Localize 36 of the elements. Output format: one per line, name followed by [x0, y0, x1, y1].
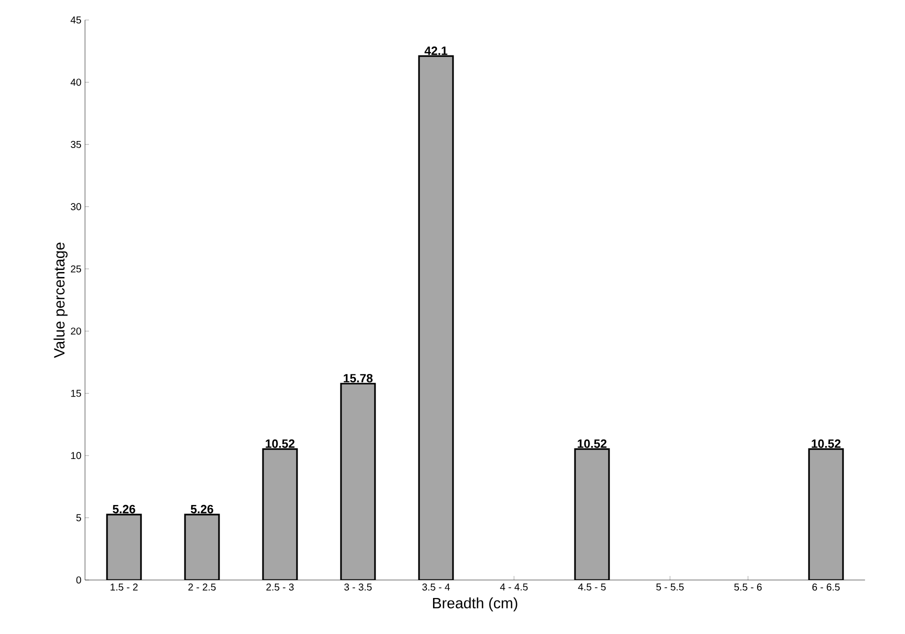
bar — [184, 514, 220, 580]
x-tick-label: 3.5 - 4 — [422, 584, 450, 591]
x-tick-label: 5.5 - 6 — [734, 584, 762, 591]
x-tick-label: 5 - 5.5 — [656, 584, 684, 590]
y-tick-label: 40 — [70, 78, 82, 86]
x-tick-label: 3 - 3.5 — [344, 584, 372, 591]
bar — [808, 448, 844, 580]
y-tick-label: 0 — [76, 576, 82, 584]
data-label: 10.52 — [266, 439, 294, 448]
data-label: 5.26 — [190, 504, 214, 514]
y-tick-label: 15 — [71, 390, 82, 397]
bar — [574, 448, 610, 580]
y-axis-title: Value percentage — [54, 242, 68, 358]
y-tick-label: 5 — [76, 514, 82, 522]
data-label: 5.26 — [112, 504, 136, 514]
data-label: 15.78 — [344, 374, 373, 382]
bar — [262, 448, 298, 580]
bar — [106, 514, 142, 580]
y-tick-label: 20 — [70, 328, 82, 335]
x-tick-label: 2.5 - 3 — [266, 584, 294, 591]
y-tick-label: 45 — [70, 16, 82, 24]
x-tick-label: 6 - 6.5 — [812, 584, 840, 591]
data-label: 42.1 — [424, 46, 448, 55]
data-label: 10.52 — [812, 439, 840, 448]
x-axis-title: Breadth (cm) — [433, 597, 518, 612]
y-tick-label: 25 — [70, 265, 82, 272]
x-tick-label: 4.5 - 5 — [578, 584, 606, 590]
bar — [418, 55, 454, 580]
x-tick-label: 1.5 - 2 — [110, 584, 138, 591]
y-tick-label: 30 — [70, 203, 82, 210]
y-tick-label: 35 — [70, 140, 82, 148]
x-tick-label: 2 - 2.5 — [188, 584, 216, 591]
data-label: 10.52 — [578, 439, 606, 448]
y-tick-label: 10 — [71, 452, 82, 460]
x-tick-label: 4 - 4.5 — [500, 584, 528, 590]
bar — [340, 382, 376, 580]
